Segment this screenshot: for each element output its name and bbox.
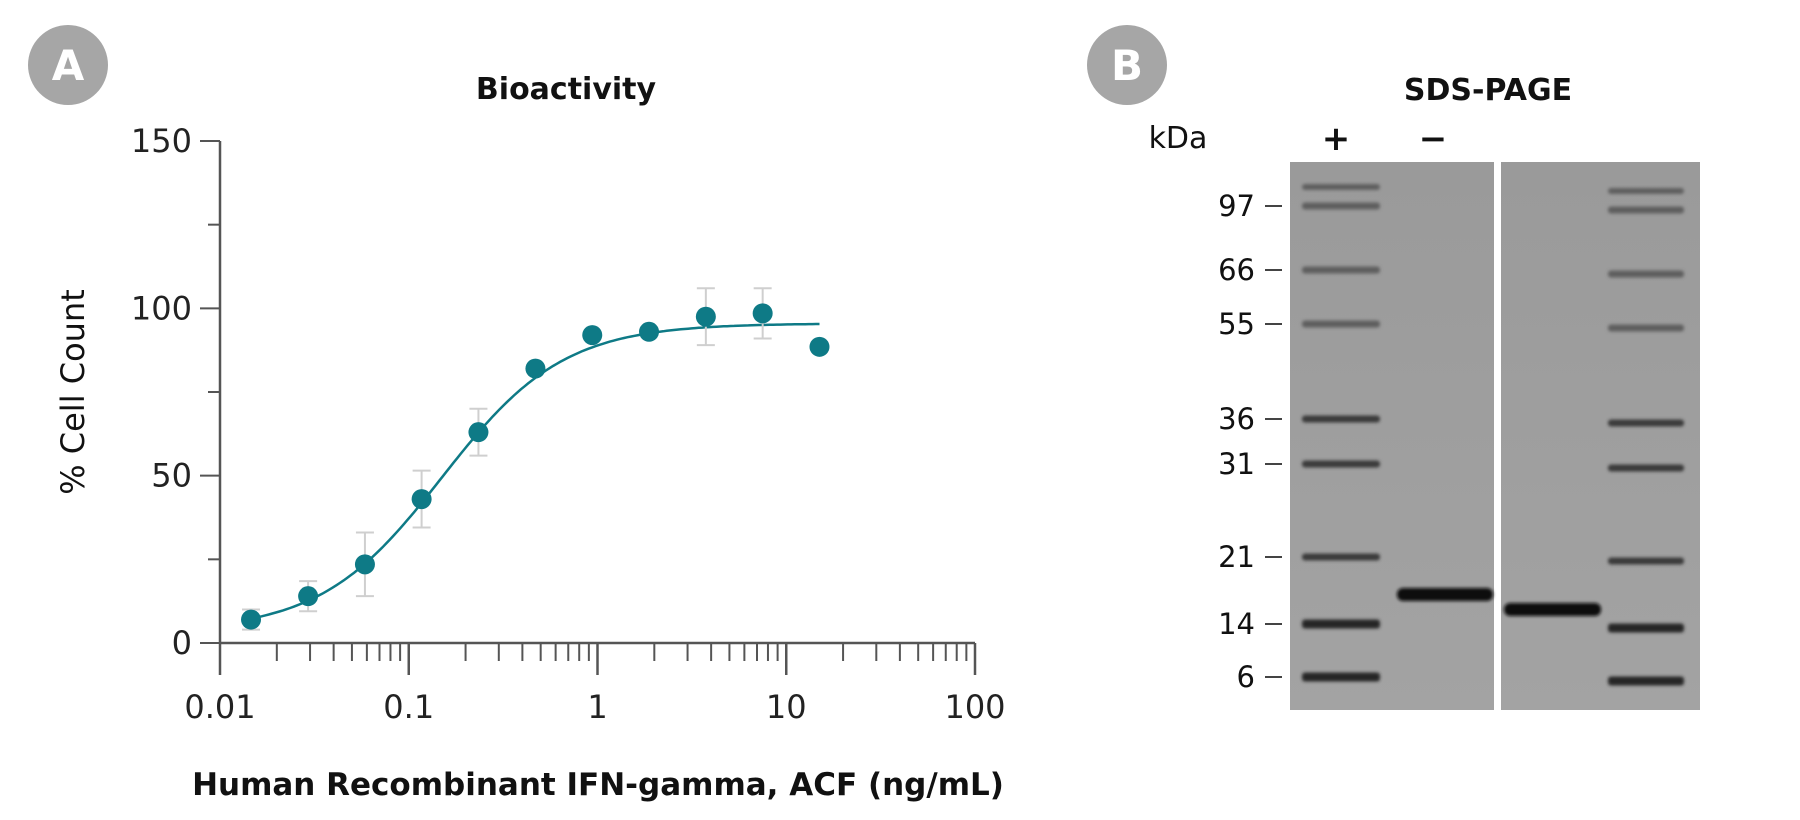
ladder-band-right: [1608, 324, 1684, 332]
ladder-band-left: [1302, 619, 1380, 629]
ladder-band-right: [1608, 623, 1684, 633]
ladder-band-right: [1608, 188, 1684, 194]
x-axis-label: Human Recombinant IFN-gamma, ACF (ng/mL): [192, 767, 1004, 803]
kda-label: kDa: [1149, 121, 1208, 156]
data-point: [411, 489, 432, 510]
data-point: [752, 303, 773, 324]
marker-label: 55: [1218, 307, 1255, 341]
sample-band-plus: [1397, 588, 1493, 601]
marker-label: 31: [1218, 447, 1255, 481]
ladder-band-left: [1302, 266, 1380, 274]
sds-page-gel: SDS-PAGE kDa + − 97 66 55 36 31 21 14 6: [1149, 73, 1700, 710]
data-point: [582, 325, 603, 346]
ladder-band-right: [1608, 206, 1684, 214]
data-point: [354, 554, 375, 575]
ladder-band-left: [1302, 553, 1380, 561]
x-tick-label: 10: [766, 688, 807, 726]
marker-label: 36: [1218, 402, 1255, 436]
data-point: [695, 306, 716, 327]
ladder-band-left: [1302, 415, 1380, 423]
gel-title: SDS-PAGE: [1404, 73, 1572, 108]
y-tick-label: 150: [131, 122, 192, 160]
ladder-band-left: [1302, 320, 1380, 328]
ladder-band-right: [1608, 676, 1684, 686]
lane-label: +: [1322, 119, 1351, 159]
ladder-band-right: [1608, 419, 1684, 427]
marker-label: 6: [1237, 660, 1255, 694]
x-tick-label: 1: [587, 688, 607, 726]
panel-a-badge: A: [28, 25, 108, 105]
marker-label: 66: [1218, 253, 1255, 287]
ladder-band-right: [1608, 464, 1684, 472]
ladder-band-left: [1302, 672, 1380, 682]
ladder-band-right: [1608, 270, 1684, 278]
y-axis-label: % Cell Count: [54, 289, 92, 495]
ladder-band-right: [1608, 557, 1684, 565]
data-point: [468, 422, 489, 443]
marker-label: 21: [1218, 540, 1255, 574]
data-point: [241, 609, 262, 630]
x-tick-label: 0.01: [184, 688, 255, 726]
x-tick-label: 0.1: [383, 688, 434, 726]
data-point: [809, 336, 830, 357]
marker-label: 97: [1218, 189, 1255, 223]
x-tick-label: 100: [944, 688, 1005, 726]
y-tick-label: 50: [151, 457, 192, 495]
panel-b-badge: B: [1087, 25, 1167, 105]
y-tick-label: 0: [172, 624, 192, 662]
data-point: [298, 586, 319, 607]
data-point: [525, 358, 546, 379]
bioactivity-chart: Bioactivity 0 50 100 150 0.01 0.1 1 10 100 Human R…: [54, 72, 1006, 803]
lane-label: −: [1419, 119, 1448, 159]
ladder-band-left: [1302, 202, 1380, 210]
y-tick-label: 100: [131, 289, 192, 327]
ladder-band-left: [1302, 460, 1380, 468]
gel-panel-left: [1290, 162, 1494, 710]
sample-band-minus: [1504, 603, 1601, 616]
marker-label: 14: [1218, 607, 1255, 641]
data-point: [639, 321, 660, 342]
chart-title: Bioactivity: [476, 72, 657, 107]
ladder-band-left: [1302, 184, 1380, 190]
gel-panel-right: [1501, 162, 1700, 710]
